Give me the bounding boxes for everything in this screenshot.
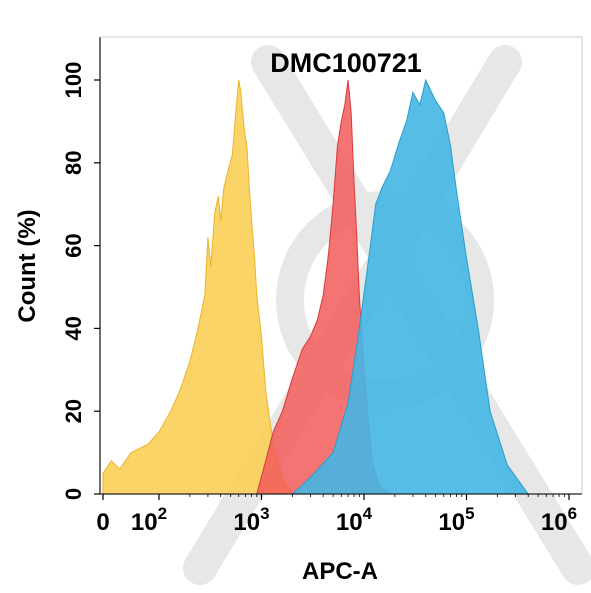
x-tick-label: 106 [541, 504, 577, 536]
x-axis-title: APC-A [302, 558, 378, 585]
y-tick-label: 80 [61, 151, 86, 175]
histogram-series-1 [102, 79, 293, 494]
series-layer [102, 78, 529, 494]
x-tick-label: 105 [438, 504, 474, 536]
x-axis-ticks: 0 102 103 104 105 106 [96, 494, 577, 536]
x-tick-label: 0 [96, 509, 109, 536]
y-tick-label: 20 [61, 399, 86, 423]
x-tick-label: 103 [233, 504, 269, 536]
chart-title: DMC100721 [270, 48, 422, 78]
y-tick-label: 0 [61, 488, 86, 500]
y-axis-ticks: 0 20 40 60 80 100 [61, 62, 100, 500]
y-tick-label: 40 [61, 316, 86, 340]
x-tick-label: 104 [336, 504, 373, 536]
y-tick-label: 60 [61, 233, 86, 257]
y-axis-title: Count (%) [14, 209, 41, 322]
y-tick-label: 100 [61, 62, 86, 99]
histogram-series-3 [291, 78, 529, 494]
x-tick-label: 102 [131, 504, 167, 536]
